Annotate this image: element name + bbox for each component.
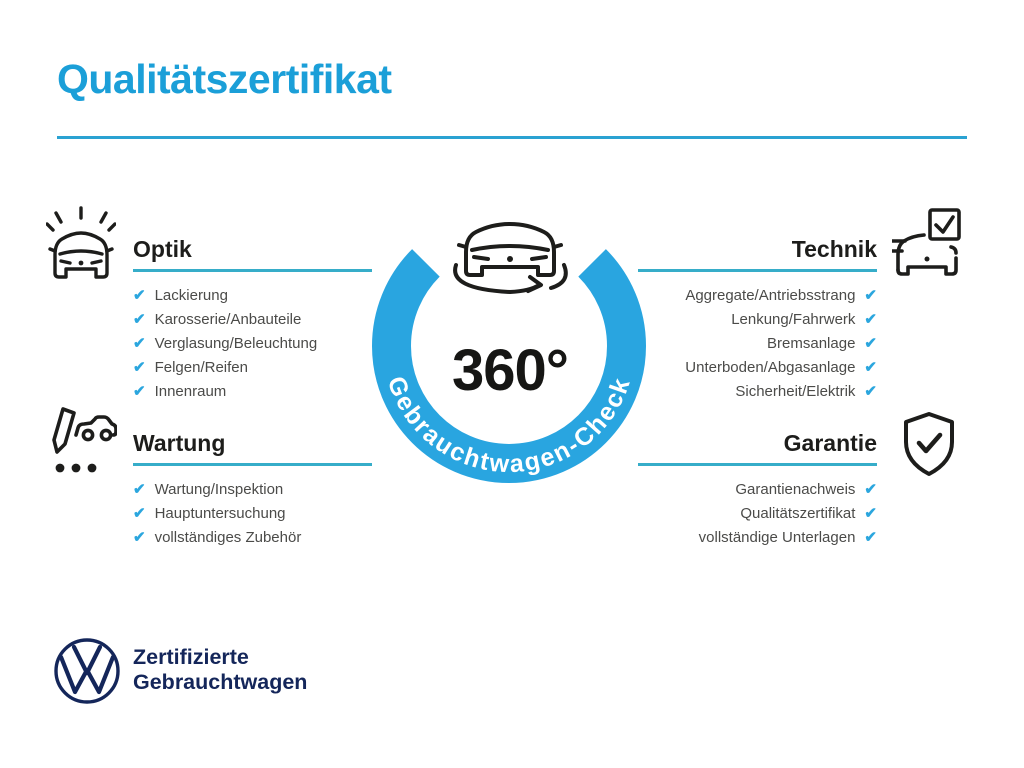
checklist-item-label: Hauptuntersuchung: [154, 505, 286, 523]
checklist-item-label: Bremsanlage: [767, 334, 856, 352]
check-icon: ✔: [133, 505, 146, 523]
checklist-item: ✔ Karosserie/Anbauteile: [133, 308, 372, 332]
check-icon: ✔: [133, 311, 146, 329]
checklist-item: ✔ Hauptuntersuchung: [133, 502, 372, 526]
shield-check-icon: [904, 412, 954, 476]
checklist-item-label: Lenkung/Fahrwerk: [731, 311, 856, 329]
car-checkbox-icon: [892, 208, 961, 276]
section-garantie-list: Garantienachweis ✔ Qualitätszertifikat ✔ vol…: [638, 478, 877, 549]
section-optik-list: ✔ Lackierung ✔ Karosserie/Anbauteile ✔ Vergla…: [133, 284, 372, 403]
checklist-item: ✔ Felgen/Reifen: [133, 355, 372, 379]
check-icon: ✔: [864, 505, 877, 523]
section-wartung-title: Wartung: [133, 430, 372, 466]
section-technik-list: Aggregate/Antriebsstrang ✔ Lenkung/Fahrwer…: [638, 284, 877, 403]
check-icon: ✔: [864, 481, 877, 499]
check-icon: ✔: [133, 481, 146, 499]
checklist-item-label: Unterboden/Abgasanlage: [685, 358, 856, 376]
checklist-item-label: Wartung/Inspektion: [154, 481, 284, 499]
section-technik-title: Technik: [638, 236, 877, 272]
check-icon: ✔: [864, 528, 877, 546]
checklist-item: Garantienachweis ✔: [638, 478, 877, 502]
checklist-item: ✔ Wartung/Inspektion: [133, 478, 372, 502]
section-wartung: Wartung ✔ Wartung/Inspektion ✔ Hauptuntersu…: [133, 430, 372, 549]
checklist-item-label: Sicherheit/Elektrik: [735, 382, 856, 400]
footer-claim: Zertifizierte Gebrauchtwagen: [133, 645, 307, 695]
title-divider: [57, 136, 967, 139]
checklist-item-label: Felgen/Reifen: [154, 358, 248, 376]
badge-ring: [372, 249, 646, 483]
checklist-item-label: Verglasung/Beleuchtung: [154, 334, 318, 352]
section-garantie: Garantie Garantienachweis ✔ Qualitätszerti…: [638, 430, 877, 549]
checklist-item: Qualitätszertifikat ✔: [638, 502, 877, 526]
footer-claim-line2: Gebrauchtwagen: [133, 670, 308, 694]
checklist-item: Sicherheit/Elektrik ✔: [638, 379, 877, 403]
check-icon: ✔: [133, 382, 146, 400]
checklist-item: Unterboden/Abgasanlage ✔: [638, 355, 877, 379]
section-wartung-list: ✔ Wartung/Inspektion ✔ Hauptuntersuchung ✔ vo…: [133, 478, 372, 549]
check-icon: ✔: [133, 358, 146, 376]
car-360-rotate-icon: [453, 222, 568, 294]
checklist-item-label: Lackierung: [154, 287, 228, 305]
section-garantie-title: Garantie: [638, 430, 877, 466]
checklist-item-label: Karosserie/Anbauteile: [154, 311, 302, 329]
checklist-item: ✔ Innenraum: [133, 379, 372, 403]
checklist-item: ✔ Verglasung/Beleuchtung: [133, 332, 372, 356]
check-icon: ✔: [864, 334, 877, 352]
checklist-item: ✔ Lackierung: [133, 284, 372, 308]
checklist-item-label: Garantienachweis: [735, 481, 856, 499]
checklist-item-label: Qualitätszertifikat: [740, 505, 856, 523]
checklist-item-label: Innenraum: [154, 382, 227, 400]
checklist-item-label: vollständiges Zubehör: [154, 528, 302, 546]
checklist-item: vollständige Unterlagen ✔: [638, 526, 877, 550]
check-icon: ✔: [133, 334, 146, 352]
badge-degrees: 360°: [452, 338, 568, 403]
badge-360-check: Gebrauchtwagen-Check 360°: [372, 222, 646, 483]
checklist-item-label: vollständige Unterlagen: [698, 528, 856, 546]
check-icon: ✔: [864, 358, 877, 376]
checklist-item: Lenkung/Fahrwerk ✔: [638, 308, 877, 332]
check-icon: ✔: [133, 287, 146, 305]
section-optik: Optik ✔ Lackierung ✔ Karosserie/Anbauteile ✔…: [133, 236, 372, 403]
page-title: Qualitätszertifikat: [57, 56, 392, 102]
section-optik-title: Optik: [133, 236, 372, 272]
footer-claim-line1: Zertifizierte: [133, 645, 249, 669]
checklist-item: ✔ vollständiges Zubehör: [133, 526, 372, 550]
check-icon: ✔: [133, 528, 146, 546]
check-icon: ✔: [864, 311, 877, 329]
check-icon: ✔: [864, 287, 877, 305]
vw-logo: [54, 638, 120, 704]
shining-car-icon: [46, 206, 116, 279]
checklist-item-label: Aggregate/Antriebsstrang: [685, 287, 856, 305]
checklist-item: Aggregate/Antriebsstrang ✔: [638, 284, 877, 308]
section-technik: Technik Aggregate/Antriebsstrang ✔ Lenkung…: [638, 236, 877, 403]
check-icon: ✔: [864, 382, 877, 400]
service-checklist-icon: [52, 407, 117, 473]
checklist-item: Bremsanlage ✔: [638, 332, 877, 356]
